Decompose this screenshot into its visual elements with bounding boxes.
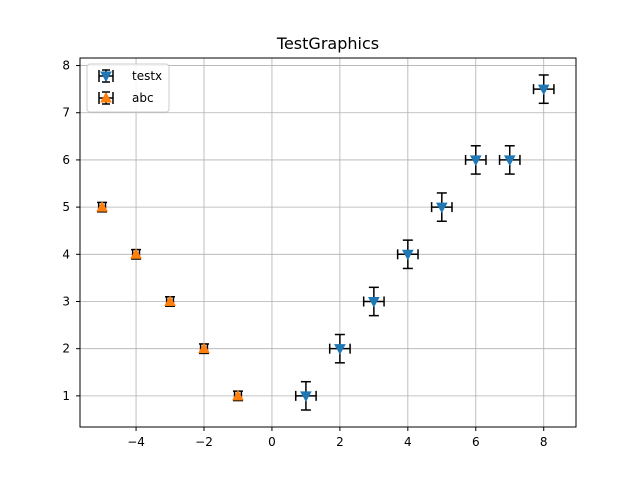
legend-item: testx	[98, 69, 162, 83]
series-1	[96, 201, 244, 402]
y-tick-label: 5	[62, 200, 70, 214]
legend-label: abc	[132, 91, 154, 105]
x-tick-label: 6	[472, 435, 480, 449]
x-tick-label: −4	[127, 435, 145, 449]
data-point	[435, 202, 448, 214]
series-0	[294, 74, 555, 411]
axes: −4 −2 0 2 4 6 8 1 2 3 4 5 6 7 8	[62, 57, 577, 449]
y-tick-label: 1	[62, 389, 70, 403]
chart-title: TestGraphics	[276, 34, 379, 53]
x-tick-label: −2	[195, 435, 213, 449]
plot-frame	[79, 57, 577, 428]
data-series	[96, 74, 555, 411]
grid-lines	[80, 58, 576, 427]
data-point	[300, 391, 312, 402]
legend-marker	[100, 91, 112, 103]
data-point	[164, 295, 176, 306]
x-tick-label: 4	[404, 435, 412, 449]
data-point	[232, 389, 244, 401]
error-bar	[362, 286, 385, 317]
y-tick-label: 2	[62, 342, 70, 356]
x-tick-label: 2	[336, 435, 344, 449]
legend-label: testx	[132, 69, 162, 83]
legend-item: abc	[98, 91, 154, 105]
y-tick-label: 6	[62, 153, 70, 167]
y-tick-label: 8	[62, 59, 70, 73]
data-point	[368, 296, 380, 308]
x-tick-label: 8	[540, 435, 548, 449]
legend-marker	[100, 71, 112, 83]
data-point	[96, 201, 108, 212]
data-point	[198, 342, 210, 354]
y-tick-label: 3	[62, 294, 70, 308]
data-point	[334, 344, 346, 355]
data-point	[401, 249, 414, 261]
legend: testx abc	[86, 63, 170, 113]
data-point	[130, 248, 142, 259]
data-point	[503, 155, 516, 166]
data-point	[469, 155, 482, 166]
y-tick-label: 4	[62, 247, 70, 261]
x-tick-label: 0	[268, 435, 276, 449]
y-tick-label: 7	[62, 106, 70, 120]
data-point	[537, 84, 550, 96]
